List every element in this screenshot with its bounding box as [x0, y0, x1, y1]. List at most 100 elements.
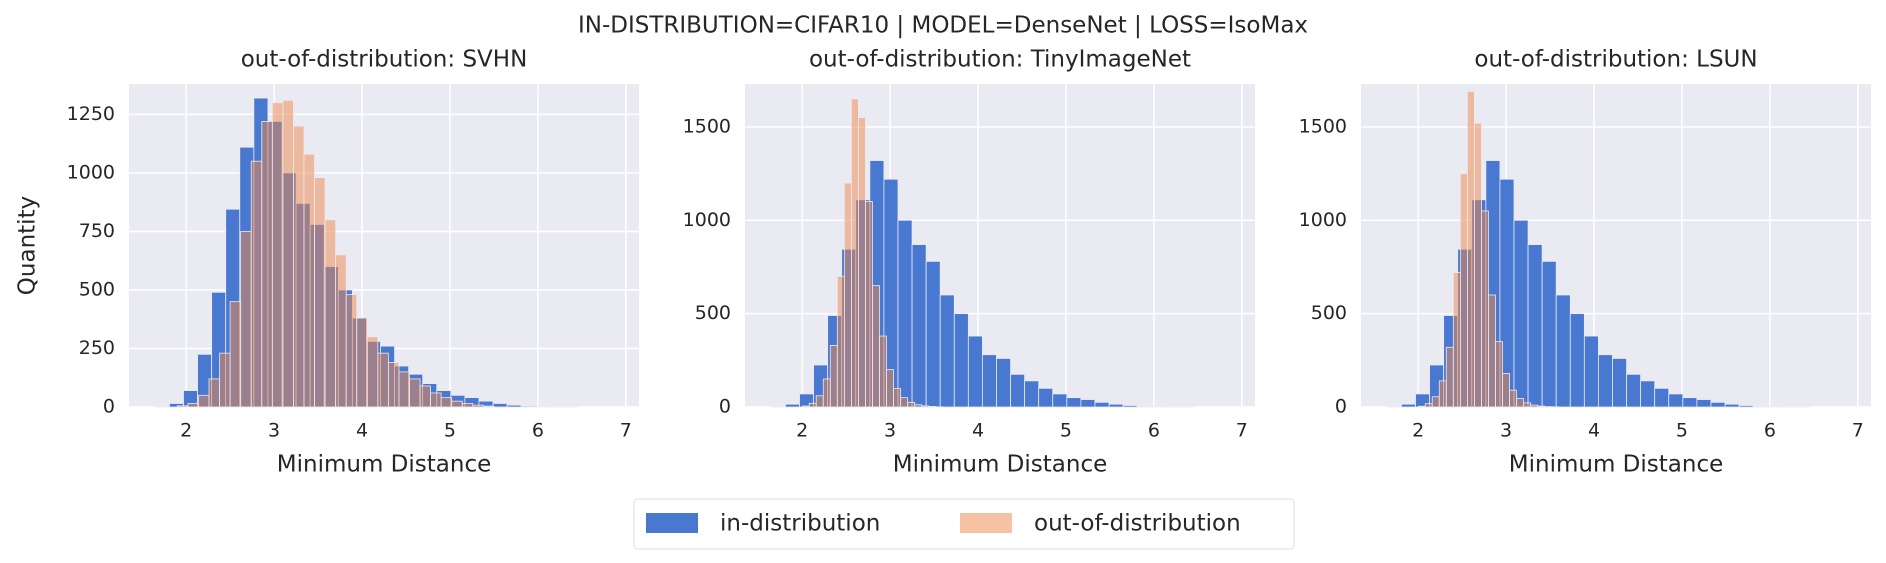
histogram-bar [893, 387, 902, 408]
histogram-bar [850, 98, 859, 408]
x-tick-label: 7 [1852, 420, 1864, 442]
histogram-bar [1080, 399, 1096, 408]
histogram-bar [1010, 373, 1026, 408]
histogram-bar [1495, 341, 1503, 408]
histogram-bar [387, 362, 400, 408]
histogram-bar [1386, 406, 1402, 408]
histogram-bar [953, 313, 969, 408]
y-tick-label: 500 [1311, 302, 1347, 324]
x-tick-label: 6 [1148, 420, 1160, 442]
histogram-bar [1038, 387, 1054, 408]
histogram-bar [996, 358, 1011, 408]
histogram-bar [1752, 405, 1768, 408]
histogram-bar [1066, 397, 1082, 408]
legend-swatch [960, 513, 1012, 533]
histogram-bar [1696, 399, 1712, 408]
histogram-bar [430, 392, 442, 408]
histogram-bar [1738, 405, 1754, 408]
histogram-bar [914, 404, 923, 408]
histogram-bar [198, 394, 210, 408]
x-tick-label: 3 [268, 420, 280, 442]
x-tick-label: 6 [1764, 420, 1776, 442]
histogram-bar [921, 405, 930, 408]
histogram-bar [451, 400, 463, 408]
histogram-bar [282, 99, 294, 408]
histogram-bar [419, 385, 432, 408]
x-tick-label: 2 [180, 420, 192, 442]
x-tick-label: 6 [532, 420, 544, 442]
chart-title: out-of-distribution: LSUN [1474, 47, 1757, 73]
histogram-bar [982, 354, 997, 408]
histogram-bar [1401, 403, 1416, 408]
histogram-bar [1612, 358, 1627, 408]
histogram-bar [1488, 294, 1496, 408]
histogram-bar [229, 301, 242, 408]
histogram-bar [377, 352, 389, 408]
legend-swatch [646, 513, 698, 533]
y-tick-label: 1250 [67, 103, 115, 125]
histogram-bar [271, 102, 284, 408]
histogram-bar [366, 336, 379, 408]
histogram-bar [1682, 397, 1698, 408]
y-tick-label: 1000 [67, 161, 115, 183]
y-tick-label: 0 [103, 396, 115, 418]
x-tick-label: 5 [444, 420, 456, 442]
histogram-bar [1502, 372, 1511, 408]
histogram-bar [967, 335, 983, 408]
histogram-bar [897, 219, 913, 408]
x-tick-label: 4 [356, 420, 368, 442]
y-tick-label: 250 [79, 337, 115, 359]
histogram-bar [1024, 380, 1040, 408]
y-tick-label: 500 [695, 302, 731, 324]
histogram-bar [925, 260, 941, 408]
histogram-bar [303, 153, 315, 408]
x-tick-label: 4 [1588, 420, 1600, 442]
histogram-bar [858, 117, 866, 408]
histogram-bar [785, 403, 800, 408]
histogram-bar [520, 405, 536, 408]
histogram-bar [770, 406, 786, 408]
histogram-bar [345, 294, 358, 408]
histogram-bar [398, 371, 410, 408]
histogram-bar [335, 254, 347, 408]
x-tick-label: 2 [1412, 420, 1424, 442]
histogram-bar [409, 378, 421, 408]
x-tick-label: 7 [1236, 420, 1248, 442]
histogram-bar [815, 395, 824, 408]
y-tick-label: 750 [79, 220, 115, 242]
histogram-bar [1513, 219, 1529, 408]
histogram-bar [1541, 260, 1557, 408]
x-tick-label: 4 [972, 420, 984, 442]
histogram-bar [886, 369, 895, 408]
y-tick-label: 1000 [1299, 209, 1347, 231]
histogram-bar [1424, 403, 1433, 408]
histogram-bar [250, 160, 263, 408]
histogram-bar [865, 201, 873, 408]
histogram-bar [836, 275, 845, 408]
y-tick-label: 1500 [1299, 115, 1347, 137]
histogram-bar [1583, 335, 1599, 408]
histogram-bar [1530, 404, 1539, 408]
legend-label: out-of-distribution [1034, 511, 1241, 537]
histogram-bar [843, 182, 852, 408]
histogram-bar [1516, 398, 1525, 408]
histogram-bar [879, 335, 887, 408]
x-tick-label: 2 [796, 420, 808, 442]
histogram-bar [1640, 380, 1656, 408]
histogram-bar [1710, 401, 1726, 408]
histogram-bar [324, 219, 337, 408]
y-axis-label: Quantity [15, 196, 41, 295]
histogram-bar [1537, 405, 1546, 408]
histogram-bar [1094, 401, 1110, 408]
histogram-bar [1474, 122, 1482, 408]
legend-label: in-distribution [720, 511, 880, 537]
x-axis-label: Minimum Distance [277, 452, 491, 478]
histogram-bar [187, 403, 199, 408]
histogram-bar [808, 402, 817, 408]
x-tick-label: 5 [1676, 420, 1688, 442]
histogram-bar [240, 231, 252, 408]
histogram-bar [1417, 405, 1426, 408]
histogram-bar [1724, 403, 1740, 408]
histogram-bar [176, 405, 189, 408]
histogram-bar [1122, 405, 1138, 408]
